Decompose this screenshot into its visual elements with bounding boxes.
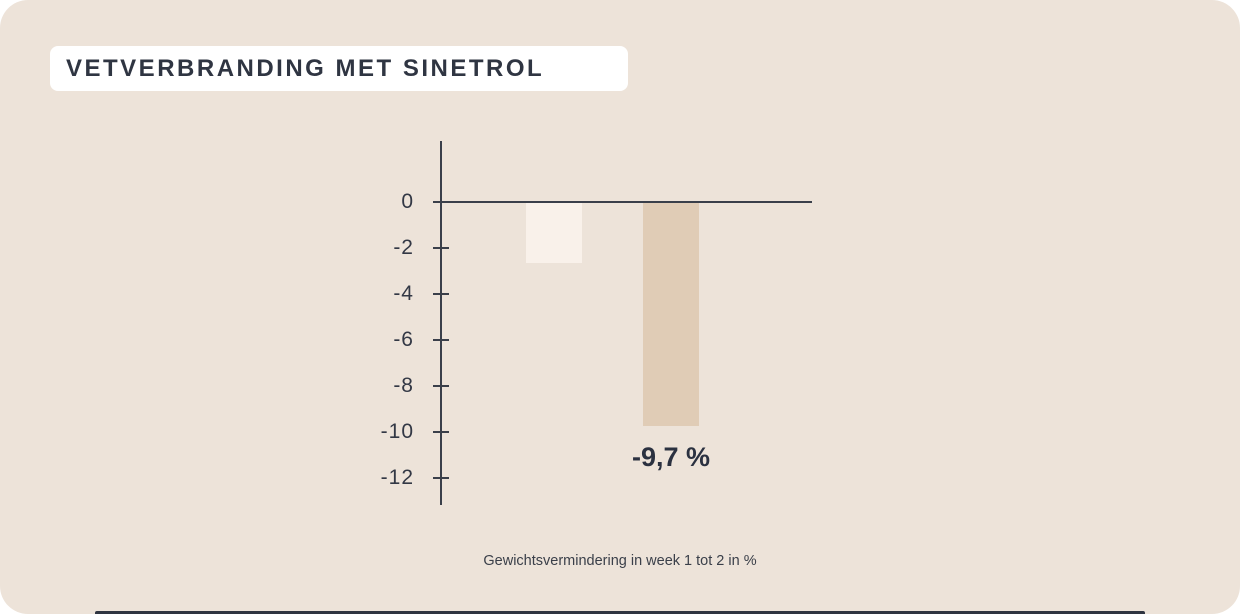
y-axis-line (440, 141, 442, 505)
y-tick-label: -10 (380, 420, 414, 443)
zero-baseline (441, 201, 812, 203)
chart-title-box: VETVERBRANDING MET SINETROL (50, 46, 628, 91)
y-tick-mark (433, 247, 449, 249)
y-tick-label: 0 (401, 190, 414, 213)
y-tick-label: -12 (380, 466, 414, 489)
y-tick-mark (433, 201, 449, 203)
bar-2 (643, 203, 699, 426)
y-tick-label: -2 (393, 236, 414, 259)
bar-value-label: -9,7 % (631, 442, 711, 472)
y-tick-label: -8 (393, 374, 414, 397)
bar-1 (526, 203, 582, 263)
y-tick-mark (433, 385, 449, 387)
chart-title: VETVERBRANDING MET SINETROL (66, 55, 545, 82)
y-tick-mark (433, 477, 449, 479)
y-tick-label: -4 (393, 282, 414, 305)
x-axis-caption: Gewichtsvermindering in week 1 tot 2 in … (483, 553, 757, 569)
y-tick-mark (433, 293, 449, 295)
y-tick-mark (433, 431, 449, 433)
y-tick-label: -6 (393, 328, 414, 351)
y-tick-mark (433, 339, 449, 341)
bottom-edge-divider (95, 611, 1145, 614)
